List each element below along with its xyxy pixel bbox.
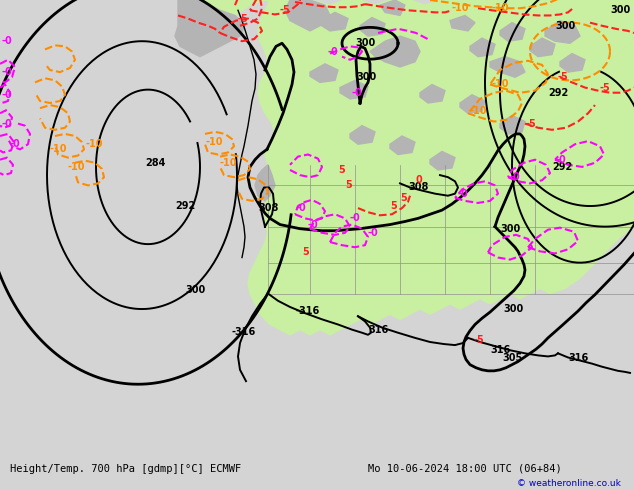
Text: 300: 300 <box>610 5 630 15</box>
Polygon shape <box>360 18 385 36</box>
Polygon shape <box>435 0 634 113</box>
Text: Mo 10-06-2024 18:00 UTC (06+84): Mo 10-06-2024 18:00 UTC (06+84) <box>368 464 562 474</box>
Text: -5: -5 <box>474 335 485 345</box>
Polygon shape <box>420 84 445 103</box>
Text: -10: -10 <box>220 158 238 168</box>
Text: 284: 284 <box>145 158 165 168</box>
Text: -0: -0 <box>510 172 521 182</box>
Polygon shape <box>430 151 455 170</box>
Text: 308: 308 <box>258 203 278 213</box>
Text: 292: 292 <box>552 162 573 172</box>
Text: -0: -0 <box>2 36 13 46</box>
Text: -316: -316 <box>295 306 320 316</box>
Polygon shape <box>255 165 275 201</box>
Text: -5: -5 <box>238 14 249 24</box>
Text: -316: -316 <box>232 327 256 337</box>
Text: -10: -10 <box>492 3 510 13</box>
Text: 292: 292 <box>175 201 195 211</box>
Polygon shape <box>340 80 368 99</box>
Text: -0: -0 <box>10 139 21 149</box>
Polygon shape <box>380 0 405 16</box>
Polygon shape <box>490 57 525 77</box>
Polygon shape <box>248 41 634 335</box>
Text: 300: 300 <box>355 38 375 48</box>
Polygon shape <box>450 16 475 31</box>
Text: -0: -0 <box>308 220 319 229</box>
Polygon shape <box>470 38 495 57</box>
Text: 292: 292 <box>548 88 568 98</box>
Text: 300: 300 <box>500 224 521 234</box>
Text: -0: -0 <box>328 47 339 56</box>
Text: 300: 300 <box>356 72 376 82</box>
Polygon shape <box>530 38 555 57</box>
Text: 5: 5 <box>338 165 345 175</box>
Text: 5: 5 <box>302 247 309 257</box>
Text: 316: 316 <box>490 345 510 355</box>
Text: 5: 5 <box>400 193 407 203</box>
Text: -10: -10 <box>470 106 488 116</box>
Polygon shape <box>390 136 415 154</box>
Text: -0: -0 <box>350 213 361 223</box>
Text: 316: 316 <box>568 353 588 364</box>
Text: -0: -0 <box>295 203 306 213</box>
Text: -0: -0 <box>352 88 363 98</box>
Text: -10: -10 <box>50 145 67 154</box>
Text: © weatheronline.co.uk: © weatheronline.co.uk <box>517 479 621 488</box>
Polygon shape <box>560 53 585 72</box>
Text: -0: -0 <box>2 90 13 100</box>
Text: -0: -0 <box>458 189 469 198</box>
Text: 308: 308 <box>408 182 429 193</box>
Polygon shape <box>500 115 525 134</box>
Text: 300: 300 <box>503 304 523 314</box>
Text: -10: -10 <box>205 137 223 147</box>
Text: 5: 5 <box>345 180 352 191</box>
Polygon shape <box>310 64 338 82</box>
Text: -10: -10 <box>85 139 103 149</box>
Text: -10: -10 <box>68 162 86 172</box>
Polygon shape <box>175 0 245 57</box>
Text: 5: 5 <box>390 201 397 211</box>
Polygon shape <box>178 0 634 247</box>
Text: -10: -10 <box>452 3 470 13</box>
Text: -5: -5 <box>600 82 611 93</box>
Polygon shape <box>370 36 420 67</box>
Text: 300: 300 <box>185 286 205 295</box>
Polygon shape <box>350 125 375 144</box>
Text: Height/Temp. 700 hPa [gdmp][°C] ECMWF: Height/Temp. 700 hPa [gdmp][°C] ECMWF <box>10 464 241 474</box>
Text: -5: -5 <box>525 119 536 128</box>
Text: -10: -10 <box>492 79 510 90</box>
Text: 316: 316 <box>368 325 388 335</box>
Text: 0: 0 <box>415 175 422 185</box>
Text: -5: -5 <box>280 5 291 15</box>
Text: -0: -0 <box>2 119 13 128</box>
Text: -0: -0 <box>2 67 13 77</box>
Polygon shape <box>320 12 348 31</box>
Polygon shape <box>285 0 330 31</box>
Polygon shape <box>500 23 525 41</box>
Text: 305: 305 <box>502 353 522 364</box>
Text: -0: -0 <box>368 228 378 238</box>
Polygon shape <box>545 21 580 43</box>
Text: -5: -5 <box>558 72 569 82</box>
Polygon shape <box>460 95 485 113</box>
Text: -0: -0 <box>555 155 566 165</box>
Text: 300: 300 <box>555 21 575 31</box>
